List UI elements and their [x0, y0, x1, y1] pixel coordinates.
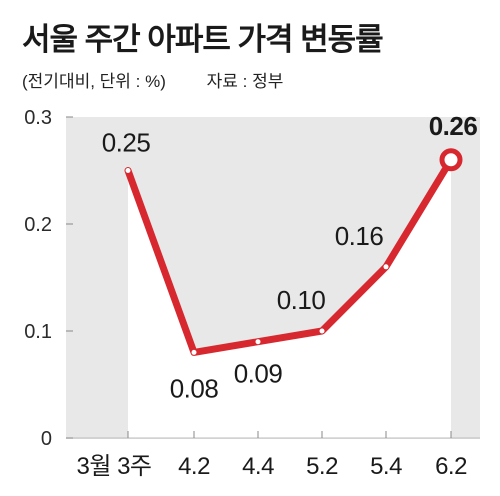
source-note: 자료 : 정부 [206, 72, 284, 91]
y-tick-label: 0.2 [24, 214, 52, 236]
data-point-marker [255, 339, 261, 345]
series-line-layer [124, 156, 455, 356]
x-tick-label: 5.2 [306, 453, 338, 480]
markers-layer [125, 148, 463, 355]
series-line [124, 156, 455, 356]
x-tick-label: 3월 3주 [76, 453, 151, 480]
x-tick-label: 5.4 [370, 453, 402, 480]
data-label: 0.10 [277, 285, 326, 315]
data-point-marker [319, 328, 325, 334]
data-point-marker [191, 349, 197, 355]
data-label: 0.25 [102, 128, 151, 158]
data-point-marker [383, 264, 389, 270]
x-tick-label: 4.2 [178, 453, 210, 480]
data-label: 0.16 [335, 221, 384, 251]
x-tick-label: 4.4 [242, 453, 274, 480]
y-tick-label: 0 [41, 428, 52, 450]
chart-title: 서울 주간 아파트 가격 변동률 [22, 22, 384, 57]
y-tick-label: 0.3 [24, 107, 52, 129]
unit-note: (전기대비, 단위 : %) [22, 72, 166, 91]
x-tick-label: 6.2 [435, 453, 467, 480]
data-labels-layer: 0.25 0.08 0.09 0.10 0.16 0.26 [102, 111, 478, 404]
data-label: 0.09 [234, 359, 283, 389]
series-area [128, 159, 451, 439]
y-tick-label: 0.1 [24, 321, 52, 343]
x-ticks: 3월 3주 4.2 4.4 5.2 5.4 6.2 [76, 431, 468, 480]
area-layer [128, 159, 451, 439]
chart-subtitle: (전기대비, 단위 : %) 자료 : 정부 [22, 67, 283, 92]
data-label: 0.08 [170, 373, 219, 403]
data-label: 0.26 [429, 111, 478, 141]
data-point-marker [439, 148, 463, 172]
data-point-marker [125, 168, 131, 173]
y-ticks: 0 0.1 0.2 0.3 [24, 107, 73, 450]
